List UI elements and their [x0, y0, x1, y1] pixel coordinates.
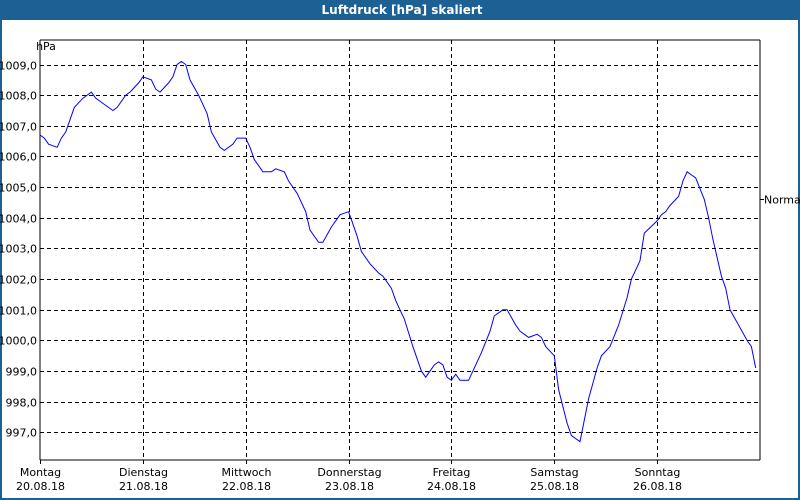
x-tick-date: 21.08.18	[119, 480, 168, 493]
x-tick-day: Montag	[20, 466, 61, 479]
x-tick-day: Freitag	[433, 466, 471, 479]
y-tick-label: 1008,0	[0, 90, 37, 103]
y-tick-label: 1004,0	[0, 213, 37, 226]
window-title: Luftdruck [hPa] skaliert	[2, 0, 800, 20]
y-tick-label: 999,0	[6, 366, 38, 379]
y-tick-label: 997,0	[6, 427, 38, 440]
x-tick-date: 23.08.18	[325, 480, 374, 493]
x-tick-day: Sonntag	[635, 466, 681, 479]
x-tick-day: Samstag	[530, 466, 578, 479]
axis-ticks: 997,0 998,0 999,0 1000,0 1001,0 1002,0 1003,0 1…	[0, 60, 800, 494]
x-tick-date: 25.08.18	[530, 480, 579, 493]
x-tick-date: 26.08.18	[633, 480, 682, 493]
x-tick-day: Donnerstag	[317, 466, 381, 479]
y-tick-label: 1003,0	[0, 243, 37, 256]
y-tick-label: 1001,0	[0, 305, 37, 318]
y-tick-label: 1006,0	[0, 151, 37, 164]
y-tick-label: 1009,0	[0, 60, 37, 73]
y-tick-label: 998,0	[6, 397, 38, 410]
pressure-line	[39, 60, 757, 443]
y-tick-label: 1005,0	[0, 182, 37, 195]
y-axis-label: hPa	[36, 40, 56, 53]
y-tick-label: 1000,0	[0, 335, 37, 348]
x-tick-date: 22.08.18	[222, 480, 271, 493]
y-tick-label: 1002,0	[0, 274, 37, 287]
normal-label: Normal	[764, 194, 800, 207]
y-tick-label: 1007,0	[0, 121, 37, 134]
grid	[39, 39, 764, 464]
x-tick-date: 20.08.18	[16, 480, 65, 493]
x-tick-date: 24.08.18	[427, 480, 476, 493]
x-tick-day: Mittwoch	[222, 466, 272, 479]
x-tick-day: Dienstag	[119, 466, 168, 479]
